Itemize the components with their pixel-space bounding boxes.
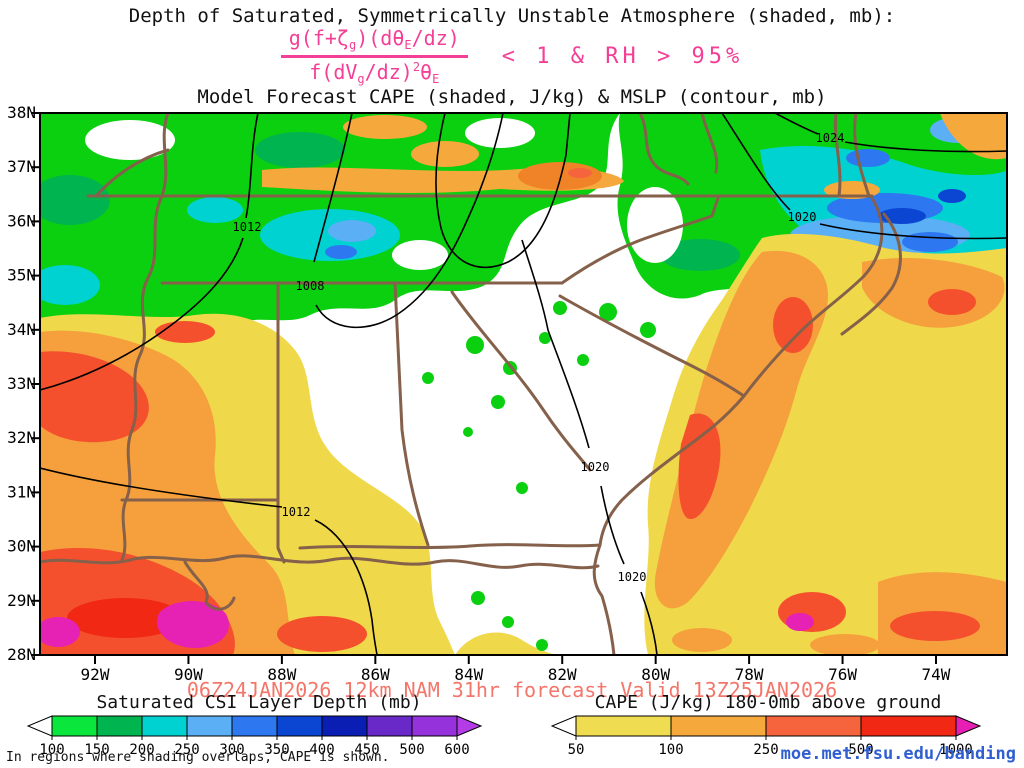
den-sup-2: 2 <box>412 60 421 74</box>
den-text: θ <box>420 60 433 84</box>
colorbar-segment <box>860 715 957 737</box>
contour-label: 1008 <box>296 279 325 293</box>
legend-cape-title: CAPE (J/kg) 180-0mb above ground <box>594 692 942 713</box>
colorbar-segment <box>51 715 98 737</box>
den-sub-g: g <box>357 72 365 86</box>
contour-label: 1020 <box>788 210 817 224</box>
num-sub-e: E <box>404 38 412 52</box>
lat-tick-label: 31N <box>7 482 36 501</box>
colorbar-tick-label: 150 <box>84 742 109 758</box>
lon-tick-label: 88W <box>267 665 296 684</box>
csi-formula: g(f+ζg)(dθE/dz) f(dVg/dz)2θE < 1 & RH > … <box>0 26 1024 86</box>
colorbar-tick-label: 400 <box>309 742 334 758</box>
colorbar-tick-label: 600 <box>444 742 469 758</box>
contour-labels: 1012 1008 1012 1020 1020 1024 1020 <box>233 131 845 584</box>
num-text: )(dθ <box>356 26 405 50</box>
lon-tick-label: 80W <box>641 665 670 684</box>
lon-tick-label: 84W <box>454 665 483 684</box>
num-text: g(f+ζ <box>288 26 349 50</box>
colorbar-tick-label: 100 <box>39 742 64 758</box>
lon-tick-label: 92W <box>81 665 110 684</box>
colorbar-tick-label: 1000 <box>939 742 973 758</box>
lat-tick-label: 37N <box>7 157 36 176</box>
num-sub-g: g <box>348 38 357 52</box>
overlap-note: In regions where shading overlaps, CAPE … <box>6 750 390 765</box>
lon-tick-label: 74W <box>922 665 951 684</box>
lon-tick-label: 76W <box>828 665 857 684</box>
contour-label: 1020 <box>581 460 610 474</box>
lat-tick-label: 30N <box>7 537 36 556</box>
colorbar-tick-label: 300 <box>219 742 244 758</box>
colorbar-segment <box>186 715 233 737</box>
legend-csi: Saturated CSI Layer Depth (mb) 100 150 200… <box>24 692 494 760</box>
colorbar-tick-label: 350 <box>264 742 289 758</box>
colorbar-tick-label: 500 <box>848 742 873 758</box>
model-run-info: 06Z24JAN2026 12km NAM 31hr forecast Vali… <box>186 678 838 702</box>
legend-csi-title: Saturated CSI Layer Depth (mb) <box>96 692 422 713</box>
shaded-fields <box>40 113 1007 655</box>
colorbar-tick-label: 100 <box>658 742 683 758</box>
colorbar-segment <box>670 715 767 737</box>
colorbar-segment <box>765 715 862 737</box>
formula-numerator: g(f+ζg)(dθE/dz) <box>280 26 468 58</box>
website-url[interactable]: moe.met.fsu.edu/banding <box>780 744 1016 764</box>
colorbar-arrow-left <box>550 715 577 737</box>
formula-condition: < 1 & RH > 95% <box>501 43 744 69</box>
colorbar-segment <box>411 715 458 737</box>
colorbar-segment <box>141 715 188 737</box>
lon-tick-label: 90W <box>174 665 203 684</box>
colorbar-tick-label: 500 <box>399 742 424 758</box>
colorbar-tick-label: 450 <box>354 742 379 758</box>
num-text: /dz) <box>411 26 460 50</box>
lat-tick-label: 29N <box>7 591 36 610</box>
colorbar-segment <box>96 715 143 737</box>
formula-denominator: f(dVg/dz)2θE <box>281 58 468 86</box>
colorbar-tick-label: 250 <box>753 742 778 758</box>
contour-label: 1012 <box>282 505 311 519</box>
contour-label: 1012 <box>233 220 262 234</box>
title-line-2: Model Forecast CAPE (shaded, J/kg) & MSL… <box>197 86 827 108</box>
colorbar-tick-label: 200 <box>129 742 154 758</box>
colorbar-arrow-right <box>955 715 982 737</box>
lat-tick-label: 33N <box>7 374 36 393</box>
title-line-1: Depth of Saturated, Symmetrically Unstab… <box>128 5 896 27</box>
contour-label: 1020 <box>618 570 647 584</box>
colorbar-arrow-right <box>456 715 483 737</box>
forecast-map: 38N 37N 36N 35N 34N 33N 32N 31N 30N 29N 28N 92W 90W 8… <box>7 103 1008 684</box>
colorbar-segment <box>231 715 278 737</box>
contour-label: 1024 <box>816 131 845 145</box>
colorbar-arrow-left <box>26 715 53 737</box>
colorbar-segment <box>321 715 368 737</box>
lon-tick-label: 78W <box>735 665 764 684</box>
lat-tick-label: 32N <box>7 428 36 447</box>
den-text: f(dV <box>309 60 358 84</box>
den-text: /dz) <box>364 60 413 84</box>
lat-tick-label: 34N <box>7 320 36 339</box>
colorbar-segment <box>366 715 413 737</box>
den-sub-e: E <box>432 72 440 86</box>
colorbar-tick-label: 50 <box>568 742 585 758</box>
lon-tick-label: 82W <box>548 665 577 684</box>
state-borders <box>40 113 902 655</box>
colorbar-tick-label: 250 <box>174 742 199 758</box>
cape-colorbar: 50 100 250 500 1000 <box>550 715 982 758</box>
colorbar-segment <box>575 715 672 737</box>
lat-tick-label: 28N <box>7 645 36 664</box>
lat-tick-label: 35N <box>7 266 36 285</box>
lat-tick-label: 38N <box>7 103 36 122</box>
lon-tick-label: 86W <box>361 665 390 684</box>
lat-tick-label: 36N <box>7 211 36 230</box>
legend-cape: CAPE (J/kg) 180-0mb above ground 50 100 25… <box>548 692 988 760</box>
mslp-contours <box>40 113 1007 655</box>
colorbar-segment <box>276 715 323 737</box>
csi-colorbar: 100 150 200 250 300 350 400 450 500 600 <box>26 715 483 758</box>
formula-fraction: g(f+ζg)(dθE/dz) f(dVg/dz)2θE <box>280 26 468 86</box>
axis-labels: 38N 37N 36N 35N 34N 33N 32N 31N 30N 29N 28N 92W 90W 8… <box>7 103 951 684</box>
